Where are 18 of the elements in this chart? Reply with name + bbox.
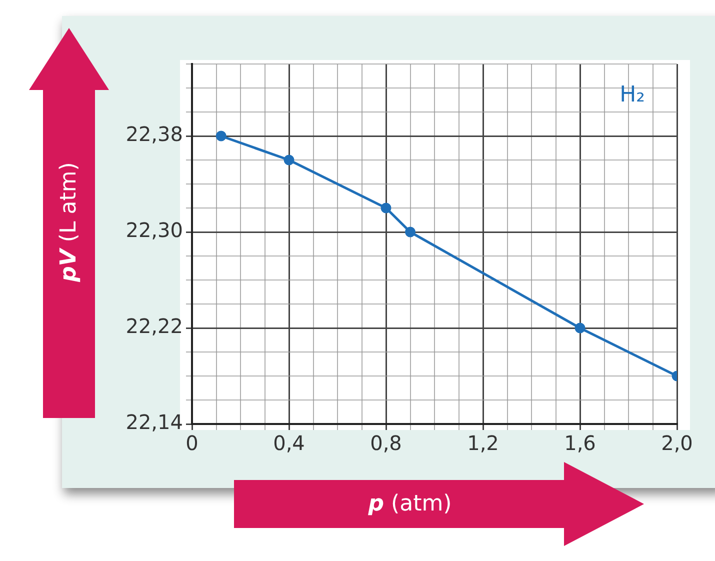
point: [574, 322, 586, 334]
x-tick-label: 1,2: [467, 431, 499, 456]
x-tick-label: 0: [186, 431, 198, 456]
point: [216, 130, 226, 142]
x-tick-label: 0,8: [370, 431, 402, 456]
y-axis-title: pV (L atm): [56, 162, 82, 282]
y-tick-label: 22,30: [126, 218, 183, 242]
x-tick-label: 2,0: [661, 431, 693, 456]
point: [284, 154, 294, 166]
y-tick-label: 22,14: [126, 410, 183, 434]
point: [405, 226, 416, 238]
point: [380, 202, 392, 214]
y-tick-label: 22,38: [126, 122, 183, 146]
text: H₂: [620, 82, 645, 108]
x-tick-label: 1,6: [564, 431, 596, 456]
x-axis-title: p (atm): [368, 492, 452, 516]
x-tick-label: 0,4: [273, 431, 305, 456]
y-tick-label: 22,22: [126, 314, 183, 338]
